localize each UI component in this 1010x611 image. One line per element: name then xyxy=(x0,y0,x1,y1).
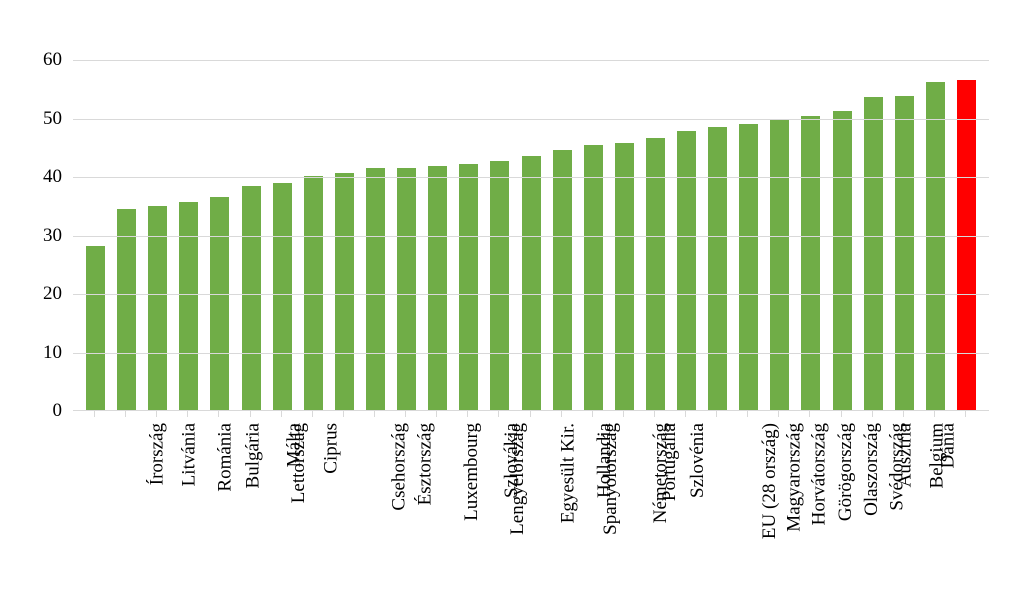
x-tick-mark xyxy=(809,411,810,417)
plot-area xyxy=(72,60,989,411)
bar xyxy=(117,209,136,411)
x-tick-mark xyxy=(561,411,562,417)
bar xyxy=(428,166,447,411)
bar xyxy=(397,168,416,411)
bar xyxy=(957,80,976,411)
bar xyxy=(864,97,883,411)
bar xyxy=(770,119,789,411)
x-tick-label: Csehország xyxy=(389,423,411,511)
x-tick-mark xyxy=(654,411,655,417)
x-tick-label: Horvátország xyxy=(808,423,830,525)
x-tick-mark xyxy=(716,411,717,417)
x-tick-mark xyxy=(187,411,188,417)
x-tick-mark xyxy=(778,411,779,417)
x-tick-mark xyxy=(125,411,126,417)
bar xyxy=(148,206,167,411)
bar xyxy=(833,111,852,411)
gridline xyxy=(73,353,989,354)
x-tick-label: Dánia xyxy=(938,423,960,468)
x-tick-label: Magyarország xyxy=(783,423,805,532)
x-tick-label: Észtország xyxy=(415,423,437,505)
bar xyxy=(584,145,603,411)
gridline xyxy=(73,236,989,237)
x-tick-label: Szlovénia xyxy=(687,423,709,498)
bar xyxy=(490,161,509,411)
x-tick-label: Ciprus xyxy=(321,423,343,474)
x-tick-mark xyxy=(281,411,282,417)
x-tick-label: EU (28 ország) xyxy=(759,423,781,539)
y-tick-label: 30 xyxy=(0,225,62,247)
x-tick-label: Luxembourg xyxy=(461,423,483,521)
bar xyxy=(895,96,914,411)
gridline xyxy=(73,60,989,61)
bar xyxy=(646,138,665,411)
x-tick-mark xyxy=(685,411,686,417)
bar xyxy=(708,127,727,411)
y-tick-label: 0 xyxy=(0,400,62,422)
bar xyxy=(926,82,945,411)
x-tick-mark xyxy=(498,411,499,417)
bar xyxy=(739,124,758,411)
x-tick-label: Görögország xyxy=(835,423,857,521)
x-tick-mark xyxy=(903,411,904,417)
bar xyxy=(366,168,385,411)
bar xyxy=(86,246,105,411)
x-tick-label: Litvánia xyxy=(178,423,200,486)
bar xyxy=(179,202,198,411)
x-axis-line xyxy=(73,410,989,411)
x-axis-labels: ÍrországLitvániaRomániaBulgáriaLettorszá… xyxy=(72,421,988,611)
gridline xyxy=(73,294,989,295)
x-tick-mark xyxy=(405,411,406,417)
x-tick-mark xyxy=(872,411,873,417)
x-tick-label: Málta xyxy=(283,423,305,467)
x-tick-label: Olaszország xyxy=(861,423,883,516)
x-tick-mark xyxy=(218,411,219,417)
gridline xyxy=(73,177,989,178)
x-tick-mark xyxy=(467,411,468,417)
x-tick-label: Portugália xyxy=(659,423,681,501)
x-tick-mark xyxy=(250,411,251,417)
bar xyxy=(522,156,541,411)
bar xyxy=(801,116,820,411)
bar xyxy=(459,164,478,411)
x-tick-label: Ausztria xyxy=(894,423,916,487)
x-tick-mark xyxy=(623,411,624,417)
bar xyxy=(210,197,229,411)
x-tick-label: Hollandia xyxy=(594,423,616,498)
bar xyxy=(553,150,572,411)
x-tick-label: Írország xyxy=(146,423,168,485)
chart: ÍrországLitvániaRomániaBulgáriaLettorszá… xyxy=(0,0,1010,611)
x-tick-mark xyxy=(747,411,748,417)
bar xyxy=(242,186,261,411)
x-tick-label: Egyesült Kir. xyxy=(557,423,579,523)
x-tick-mark xyxy=(156,411,157,417)
x-tick-label: Szlovákia xyxy=(501,423,523,498)
bar xyxy=(677,131,696,411)
bar xyxy=(335,173,354,411)
gridline xyxy=(73,119,989,120)
bar xyxy=(615,143,634,411)
x-tick-mark xyxy=(965,411,966,417)
y-tick-label: 50 xyxy=(0,108,62,130)
x-tick-mark xyxy=(436,411,437,417)
x-tick-mark xyxy=(934,411,935,417)
y-tick-label: 40 xyxy=(0,166,62,188)
x-tick-mark xyxy=(592,411,593,417)
x-tick-mark xyxy=(94,411,95,417)
x-tick-label: Bulgária xyxy=(242,423,264,488)
x-tick-mark xyxy=(530,411,531,417)
y-tick-label: 10 xyxy=(0,342,62,364)
x-tick-mark xyxy=(374,411,375,417)
x-tick-mark xyxy=(841,411,842,417)
bar xyxy=(273,183,292,411)
x-tick-mark xyxy=(312,411,313,417)
x-tick-label: Románia xyxy=(214,423,236,492)
x-tick-mark xyxy=(343,411,344,417)
y-tick-label: 60 xyxy=(0,49,62,71)
y-tick-label: 20 xyxy=(0,283,62,305)
